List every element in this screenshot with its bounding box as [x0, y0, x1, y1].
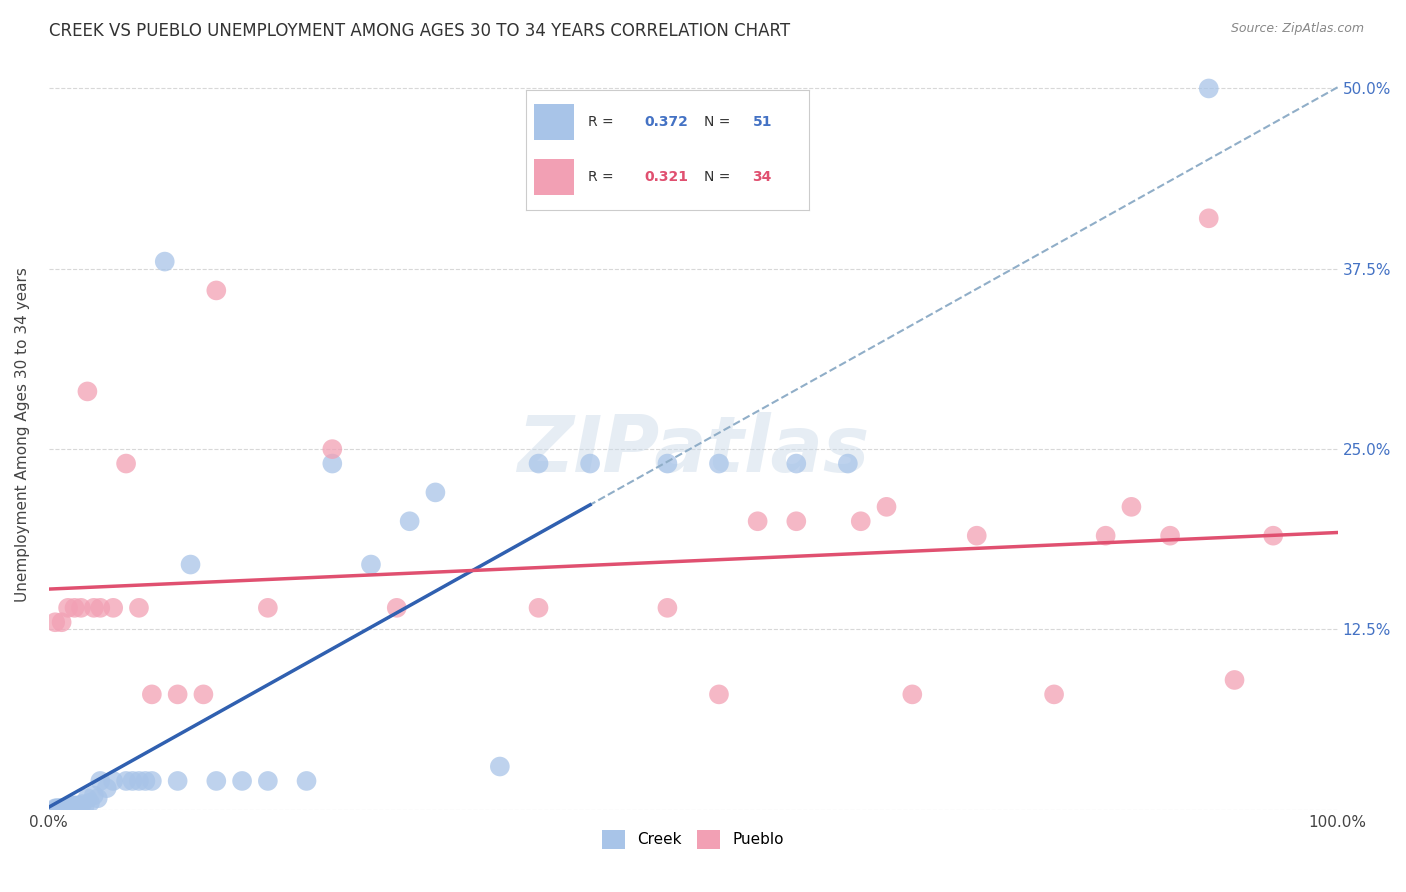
Point — [1043, 687, 1066, 701]
Y-axis label: Unemployment Among Ages 30 to 34 years: Unemployment Among Ages 30 to 34 years — [15, 268, 30, 602]
Point — [60, 801, 83, 815]
Point — [657, 600, 679, 615]
Point — [205, 284, 228, 298]
Point — [46, 801, 69, 815]
Point — [1094, 529, 1116, 543]
Point — [489, 759, 512, 773]
Point — [180, 558, 202, 572]
Point — [55, 801, 77, 815]
Point — [385, 600, 408, 615]
Point — [128, 600, 150, 615]
Point — [79, 796, 101, 810]
Point — [59, 800, 82, 814]
Point — [205, 774, 228, 789]
Point — [166, 687, 188, 701]
Point — [53, 801, 76, 815]
Point — [1121, 500, 1143, 514]
Text: CREEK VS PUEBLO UNEMPLOYMENT AMONG AGES 30 TO 34 YEARS CORRELATION CHART: CREEK VS PUEBLO UNEMPLOYMENT AMONG AGES … — [49, 22, 790, 40]
Point — [63, 798, 86, 813]
Point — [63, 600, 86, 615]
Point — [115, 774, 138, 789]
Point — [257, 774, 280, 789]
Point — [72, 797, 94, 811]
Point — [657, 457, 679, 471]
Point — [66, 798, 89, 813]
Point — [87, 791, 110, 805]
Point — [76, 791, 98, 805]
Point — [103, 774, 125, 789]
Legend: Creek, Pueblo: Creek, Pueblo — [596, 824, 790, 855]
Point — [193, 687, 215, 701]
Point — [1198, 81, 1220, 95]
Point — [360, 558, 382, 572]
Point — [49, 801, 72, 815]
Point — [44, 615, 66, 630]
Point — [48, 801, 70, 815]
Point — [1263, 529, 1285, 543]
Point — [56, 600, 79, 615]
Point — [1198, 211, 1220, 226]
Point — [231, 774, 253, 789]
Point — [1223, 673, 1246, 687]
Point — [321, 457, 343, 471]
Point — [141, 774, 163, 789]
Point — [128, 774, 150, 789]
Point — [295, 774, 318, 789]
Point — [51, 615, 73, 630]
Point — [257, 600, 280, 615]
Point — [56, 801, 79, 815]
Text: ZIPatlas: ZIPatlas — [517, 412, 869, 488]
Point — [121, 774, 143, 789]
Point — [89, 774, 111, 789]
Point — [425, 485, 447, 500]
Point — [527, 457, 550, 471]
Point — [103, 600, 125, 615]
Point — [83, 789, 105, 803]
Point — [51, 801, 73, 815]
Point — [44, 801, 66, 815]
Point — [1159, 529, 1181, 543]
Point — [785, 457, 807, 471]
Point — [707, 687, 730, 701]
Point — [837, 457, 859, 471]
Point — [134, 774, 156, 789]
Point — [73, 798, 96, 813]
Point — [76, 384, 98, 399]
Point — [115, 457, 138, 471]
Text: Source: ZipAtlas.com: Source: ZipAtlas.com — [1230, 22, 1364, 36]
Point — [70, 600, 93, 615]
Point — [153, 254, 176, 268]
Point — [45, 801, 67, 815]
Point — [96, 781, 118, 796]
Point — [707, 457, 730, 471]
Point — [398, 514, 420, 528]
Point — [56, 801, 79, 815]
Point — [849, 514, 872, 528]
Point — [321, 442, 343, 457]
Point — [83, 600, 105, 615]
Point — [166, 774, 188, 789]
Point — [89, 600, 111, 615]
Point — [785, 514, 807, 528]
Point — [876, 500, 898, 514]
Point — [69, 798, 91, 813]
Point — [58, 801, 80, 815]
Point — [52, 801, 75, 815]
Point — [747, 514, 769, 528]
Point — [901, 687, 924, 701]
Point — [579, 457, 602, 471]
Point — [527, 600, 550, 615]
Point — [966, 529, 988, 543]
Point — [141, 687, 163, 701]
Point — [62, 798, 84, 813]
